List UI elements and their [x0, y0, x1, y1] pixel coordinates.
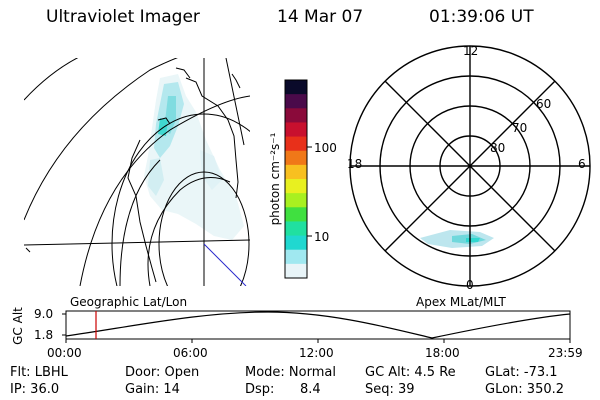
polar-lat-80: 80: [490, 141, 506, 155]
colorbar-segment: [285, 94, 307, 109]
colorbar-label-10: 10: [314, 230, 330, 244]
colorbar-segment: [285, 221, 307, 237]
altitude-band: [62, 310, 571, 343]
colorbar-segment: [285, 136, 307, 152]
polar-hour-6: 6: [578, 157, 586, 171]
time-label: 01:39:06 UT: [429, 7, 534, 27]
instrument-title: Ultraviolet Imager: [46, 7, 200, 27]
gain-info: Gain: 14: [125, 382, 180, 397]
polar-lat-60: 60: [536, 97, 552, 111]
time-tick-0000: 00:00: [47, 346, 82, 360]
polar-hour-0: 0: [466, 278, 474, 292]
colorbar-label-100: 100: [314, 141, 337, 155]
dsp-label: Dsp:: [245, 382, 275, 397]
gc-alt-axis-label: GC Alt: [11, 307, 25, 345]
colorbar-segment: [285, 164, 307, 180]
altitude-curve: [66, 311, 570, 339]
date-label: 14 Mar 07: [277, 7, 364, 27]
colorbar-unit-label: photon cm⁻²s⁻¹: [268, 132, 282, 226]
colorbar-segment: [285, 108, 307, 124]
glat-info: GLat: -73.1: [485, 365, 558, 380]
colorbar-segment: [285, 80, 307, 95]
time-tick-1800: 18:00: [425, 346, 460, 360]
colorbar: [284, 79, 312, 279]
colorbar-segment: [285, 122, 307, 138]
colorbar-segment: [285, 207, 307, 223]
glon-info: GLon: 350.2: [485, 382, 565, 397]
polar-plot: [349, 45, 591, 287]
time-tick-0600: 06:00: [173, 346, 208, 360]
alt-tick-9: 9.0: [34, 307, 54, 321]
colorbar-segment: [285, 179, 307, 194]
gc-alt-info: GC Alt: 4.5 Re: [365, 365, 456, 380]
filter-info: Flt: LBHL: [10, 365, 68, 380]
seq-info: Seq: 39: [365, 382, 415, 397]
colorbar-segment: [285, 249, 307, 265]
mode-info: Mode: Normal: [245, 365, 336, 380]
alt-tick-1-8: 1.8: [34, 328, 54, 342]
colorbar-segment: [285, 150, 307, 166]
polar-hour-12: 12: [463, 44, 479, 58]
time-tick-2359: 23:59: [548, 346, 583, 360]
ip-info: IP: 36.0: [10, 382, 60, 397]
aurora-emission: [144, 74, 244, 240]
geographic-title: Geographic Lat/Lon: [70, 295, 188, 309]
door-info: Door: Open: [125, 365, 200, 380]
apex-title: Apex MLat/MLT: [416, 295, 506, 309]
dsp-value: 8.4: [300, 382, 321, 397]
polar-hour-18: 18: [347, 157, 363, 171]
geographic-map: [24, 58, 250, 286]
time-tick-1200: 12:00: [299, 346, 334, 360]
colorbar-segment: [285, 193, 307, 208]
colorbar-segment: [285, 263, 307, 279]
polar-lat-70: 70: [512, 121, 528, 135]
colorbar-segment: [285, 235, 307, 251]
